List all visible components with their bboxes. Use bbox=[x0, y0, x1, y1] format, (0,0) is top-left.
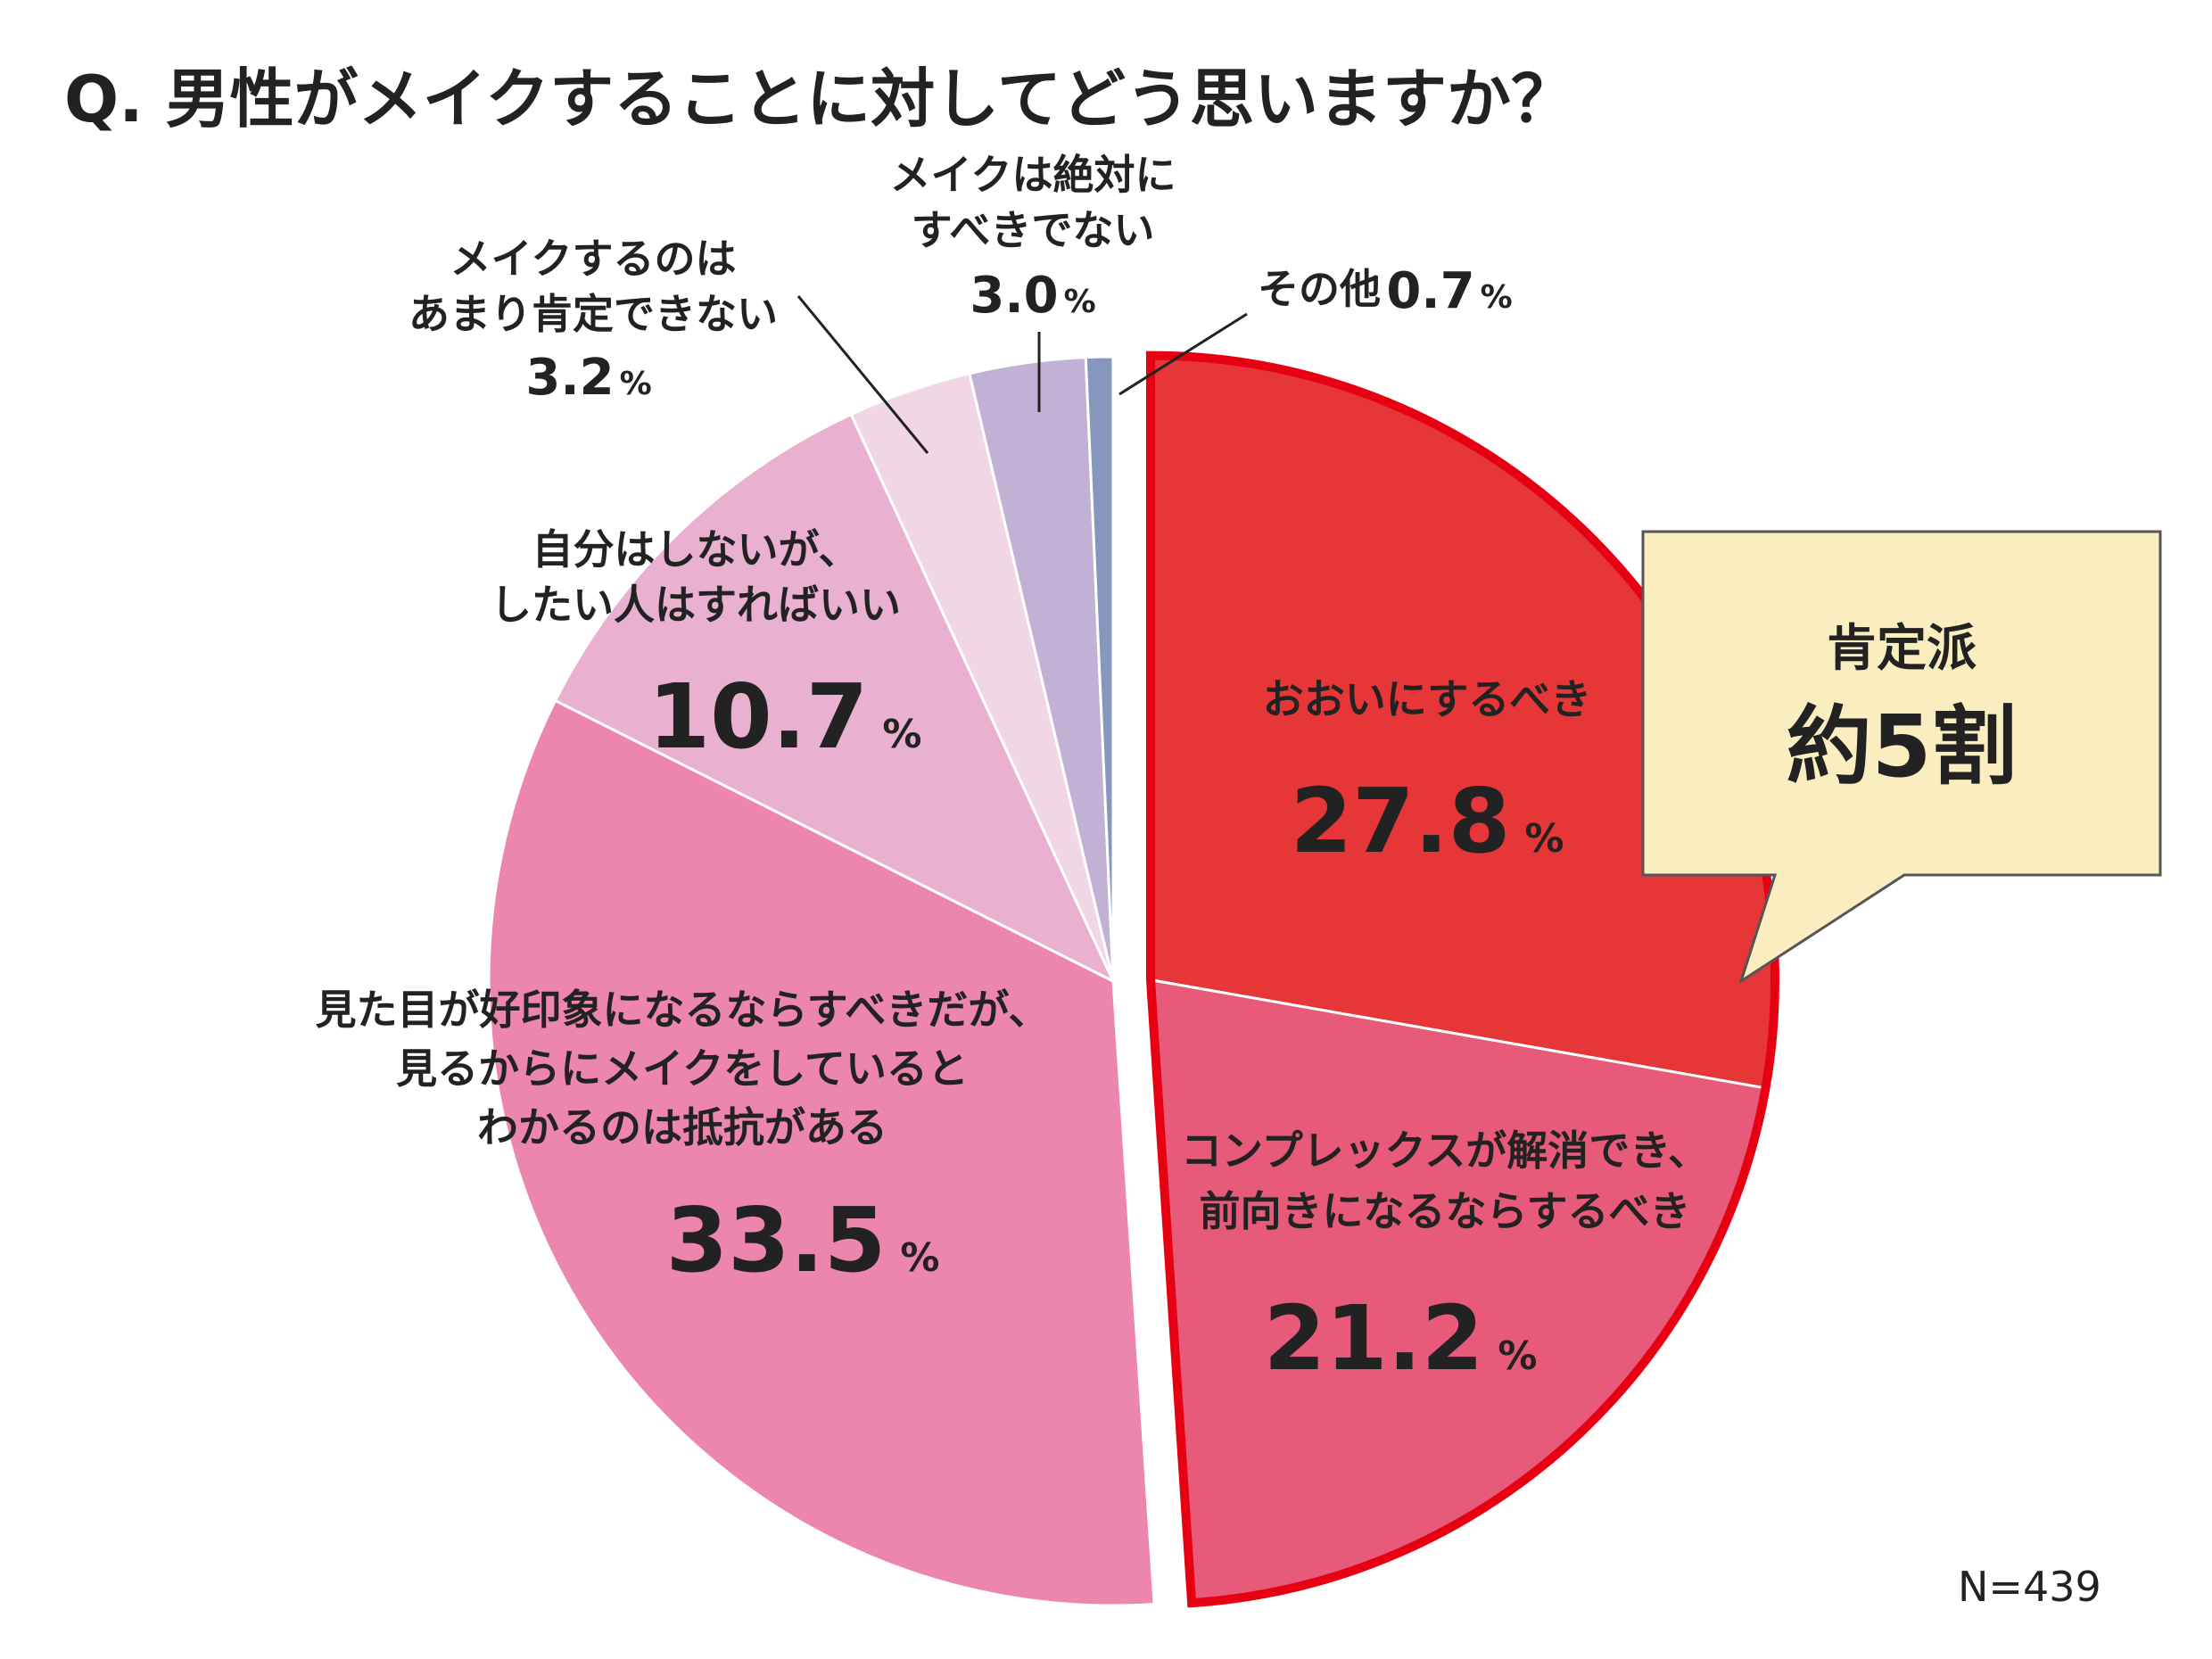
pie-slice bbox=[487, 698, 1156, 1607]
slice-label: メイクは絶対に bbox=[889, 151, 1176, 199]
pie-slice bbox=[1084, 355, 1115, 982]
slice-label: あまり肯定できない bbox=[409, 290, 778, 338]
slice-label: 前向きになるならするべき bbox=[1199, 1187, 1690, 1235]
slice-value: 33.5% bbox=[666, 1188, 940, 1292]
slice-label: したい人はすればいい bbox=[491, 581, 901, 629]
slice-label: すべきでない bbox=[912, 206, 1155, 254]
slice-label: 見た目が好印象になるならすべきだが、 bbox=[316, 986, 1050, 1034]
leader-line bbox=[796, 295, 929, 454]
callout-title: 肯定派 bbox=[1827, 620, 1977, 678]
leader-line bbox=[1118, 312, 1248, 396]
slice-label: 見るからにメイクをしていると bbox=[396, 1044, 969, 1093]
slice-value: 21.2% bbox=[1264, 1286, 1538, 1391]
slice-value: 3.0% bbox=[970, 267, 1095, 325]
slice-label: おおいにするべき bbox=[1263, 675, 1591, 723]
pie-slice bbox=[553, 412, 1117, 985]
callout-value: 約5割 bbox=[1787, 697, 2018, 796]
slice-label: わかるのは抵抗がある bbox=[477, 1103, 887, 1151]
callout-box bbox=[1641, 530, 2162, 985]
sample-size-note: N=439 bbox=[1958, 1563, 2101, 1611]
slice-label: コンプレックスが解消でき、 bbox=[1181, 1127, 1709, 1175]
slice-label: 自分はしないが、 bbox=[532, 525, 859, 574]
slice-value: 10.7% bbox=[648, 664, 922, 769]
slice-label: メイクするのは bbox=[450, 235, 736, 283]
slice-value: 3.2% bbox=[525, 349, 651, 407]
slice-label: その他 bbox=[1258, 265, 1381, 313]
slice-value: 0.7% bbox=[1386, 262, 1512, 320]
slice-value: 27.8% bbox=[1291, 769, 1564, 873]
chart-title: Q. 男性がメイクすることに対してどう思いますか？ bbox=[64, 62, 1576, 136]
